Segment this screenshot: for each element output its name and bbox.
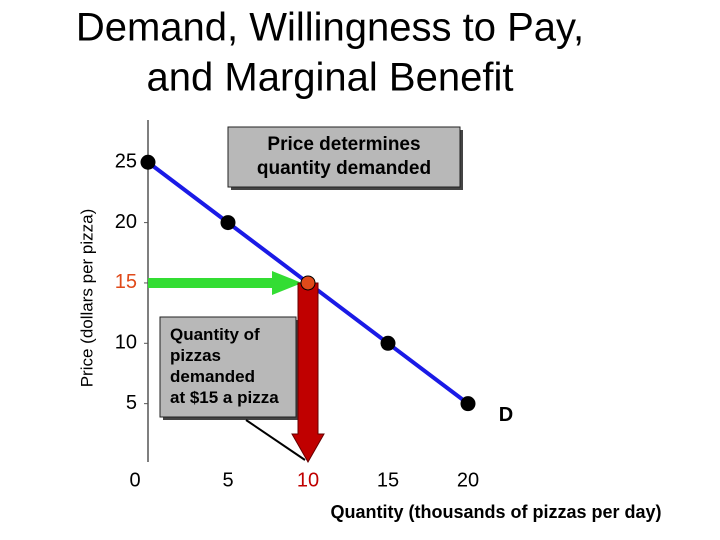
annotation: Quantity of pizzas demanded at $15 a pizza xyxy=(159,316,299,420)
data-point xyxy=(220,215,236,231)
chart-title: and Marginal Benefit xyxy=(147,56,514,100)
y-axis-title: Price (dollars per pizza) xyxy=(77,209,96,388)
y-tick-label: 25 xyxy=(115,151,137,173)
chart-title: Demand, Willingness to Pay, xyxy=(76,6,584,50)
x-tick-label: 5 xyxy=(222,469,233,491)
y-tick-label: 15 xyxy=(115,271,137,293)
y-tick-label: 20 xyxy=(115,211,137,233)
annotation-text: quantity demanded xyxy=(257,158,431,179)
legend-label: D xyxy=(499,404,513,426)
price-arrow xyxy=(148,270,302,295)
annotation-text: at $15 a pizza xyxy=(170,388,279,407)
annotation-box xyxy=(227,126,461,188)
annotation-text: demanded xyxy=(170,367,255,386)
data-point xyxy=(380,335,396,351)
x-tick-label: 20 xyxy=(457,469,479,491)
x-tick-label: 15 xyxy=(377,469,399,491)
y-tick-label: 5 xyxy=(126,392,137,414)
quantity-arrow xyxy=(291,282,325,464)
annotation-text: Quantity of xyxy=(170,325,260,344)
annotation: Price determines quantity demanded xyxy=(227,126,463,190)
data-point xyxy=(140,154,156,170)
y-tick-label: 10 xyxy=(115,332,137,354)
x-axis-title: Quantity (thousands of pizzas per day) xyxy=(330,502,661,522)
pointer-line xyxy=(245,419,306,461)
x-tick-label: 10 xyxy=(297,469,319,491)
annotation-box xyxy=(159,316,297,418)
data-point xyxy=(460,396,476,412)
data-point xyxy=(300,275,316,291)
x-tick-label: 0 xyxy=(129,469,140,491)
annotation-text: pizzas xyxy=(170,346,221,365)
annotation-text: Price determines xyxy=(267,134,420,155)
